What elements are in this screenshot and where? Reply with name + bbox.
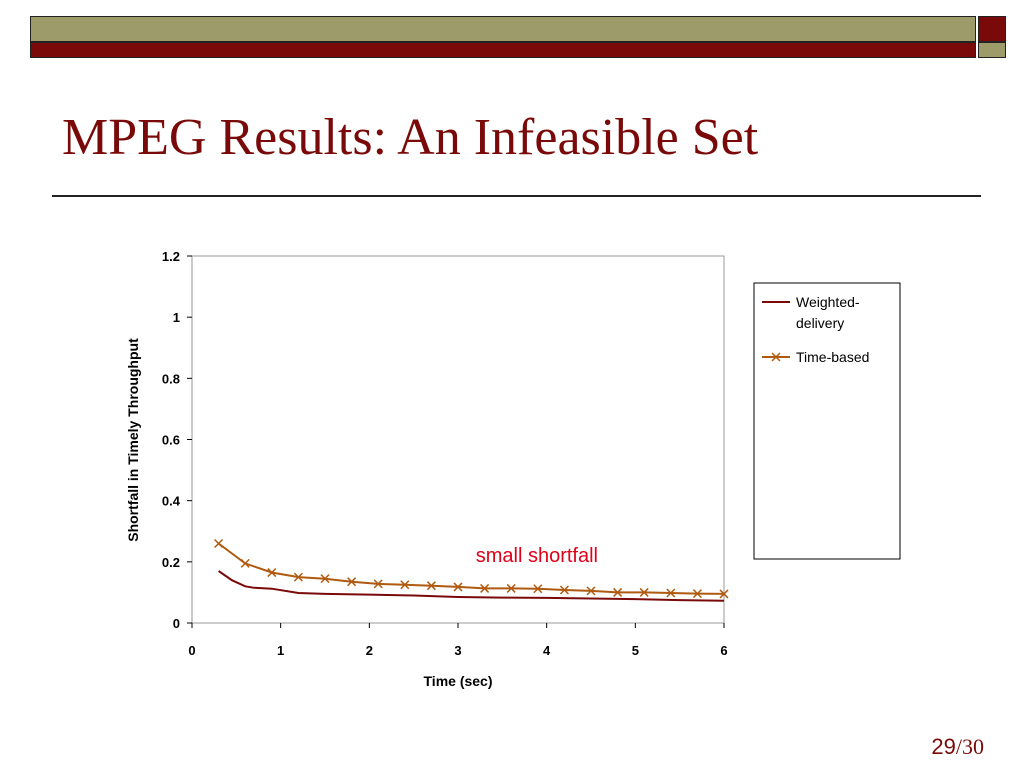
y-tick-label: 0.6	[162, 433, 180, 448]
y-axis-label: Shortfall in Timely Throughput	[125, 338, 141, 542]
header-bar-olive	[30, 16, 976, 42]
data-point-time-based	[240, 558, 250, 568]
header-decoration	[30, 16, 1006, 58]
x-tick-label: 4	[543, 643, 551, 658]
legend: Weighted- delivery Time-based	[753, 282, 901, 560]
slide-title: MPEG Results: An Infeasible Set	[62, 109, 759, 166]
x-tick-label: 0	[188, 643, 195, 658]
data-point-time-based	[666, 588, 676, 598]
x-tick-label: 5	[632, 643, 639, 658]
header-bar-red	[30, 42, 976, 58]
y-tick-label: 0.2	[162, 555, 180, 570]
header-square-red	[978, 16, 1006, 42]
title-divider	[52, 195, 981, 197]
data-point-time-based	[214, 538, 224, 549]
data-point-time-based	[639, 587, 649, 597]
legend-label-weighted-delivery: Weighted- delivery	[796, 294, 863, 331]
legend-label-time-based: Time-based	[796, 349, 869, 365]
x-axis: 0 1 2 3 4 5 6	[188, 623, 728, 658]
data-point-time-based	[320, 574, 330, 584]
data-point-time-based	[533, 584, 543, 594]
annotation-small-shortfall: small shortfall	[476, 545, 598, 567]
series-layer	[214, 538, 729, 602]
data-point-time-based	[267, 568, 277, 578]
x-tick-label: 3	[454, 643, 461, 658]
data-point-time-based	[506, 583, 516, 593]
series-line-weighted-delivery	[218, 570, 725, 602]
header-square-olive	[978, 42, 1006, 58]
plot-area	[191, 255, 725, 624]
data-point-time-based	[426, 581, 436, 591]
y-tick-label: 1.2	[162, 249, 180, 264]
y-tick-label: 0.4	[162, 494, 181, 509]
x-tick-label: 1	[277, 643, 284, 658]
y-tick-label: 1	[173, 310, 180, 325]
data-point-time-based	[453, 582, 463, 592]
y-axis: 0 0.2 0.4 0.6 0.8 1 1.2	[162, 249, 192, 631]
page-separator: /	[955, 734, 962, 759]
data-point-time-based	[480, 583, 490, 593]
legend-marker-time-based	[771, 352, 781, 362]
data-point-time-based	[347, 577, 357, 587]
data-point-time-based	[293, 572, 303, 582]
data-point-time-based	[719, 589, 729, 599]
data-point-time-based	[586, 586, 596, 596]
page-current: 29	[931, 734, 956, 759]
x-axis-label: Time (sec)	[424, 673, 493, 689]
page-total: 30	[962, 734, 984, 759]
y-tick-label: 0	[173, 616, 180, 631]
y-tick-label: 0.8	[162, 371, 180, 386]
legend-box	[753, 282, 901, 560]
series-line-time-based	[218, 542, 725, 595]
data-point-time-based	[400, 580, 410, 590]
data-point-time-based	[692, 589, 702, 599]
x-tick-label: 2	[366, 643, 373, 658]
data-point-time-based	[559, 585, 569, 595]
data-point-time-based	[613, 587, 623, 597]
page-number: 29/30	[931, 734, 984, 760]
data-point-time-based	[373, 579, 383, 589]
x-tick-label: 6	[720, 643, 727, 658]
